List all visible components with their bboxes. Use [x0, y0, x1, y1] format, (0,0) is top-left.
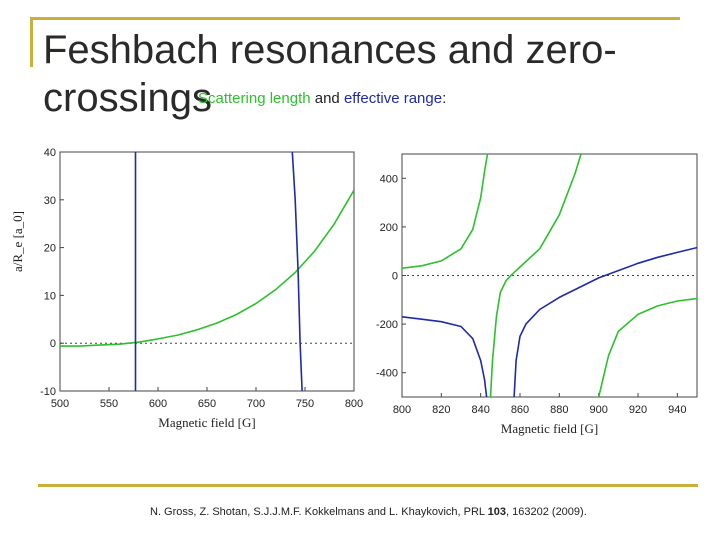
y-axis-label: a/R_e [a_0]: [10, 211, 25, 272]
subtitle: Scattering length and effective range:: [198, 90, 446, 107]
x-axis-label: Magnetic field [G]: [158, 415, 255, 430]
top-rule: [30, 17, 680, 20]
y-tick-label: 0: [50, 338, 56, 350]
x-tick-label: 920: [629, 404, 647, 416]
subtitle-scattering-length: Scattering length: [198, 90, 311, 107]
y-tick-label: 30: [44, 195, 56, 207]
series-line-green: [489, 154, 582, 397]
x-axis-label: Magnetic field [G]: [501, 421, 598, 436]
y-tick-label: 10: [44, 290, 56, 302]
y-tick-label: 200: [380, 222, 398, 234]
x-tick-label: 650: [198, 398, 216, 410]
plot-frame: [59, 151, 355, 392]
x-tick-label: 600: [149, 398, 167, 410]
x-tick-label: 500: [51, 398, 69, 410]
x-tick-label: 800: [345, 398, 363, 410]
page-title: Feshbach resonances and zero-crossings: [43, 28, 617, 120]
x-tick-label: 820: [432, 404, 450, 416]
x-tick-label: 800: [393, 404, 411, 416]
citation: N. Gross, Z. Shotan, S.J.J.M.F. Kokkelma…: [150, 506, 587, 518]
y-tick-label: -10: [40, 386, 56, 398]
x-tick-label: 550: [100, 398, 118, 410]
y-tick-label: 20: [44, 243, 56, 255]
series-line-green: [402, 154, 489, 269]
x-tick-label: 860: [511, 404, 529, 416]
right-chart: 800 820 840 860 880 900 920 940 -400 -200 0 200 400 M…: [365, 140, 710, 440]
x-tick-label: 940: [668, 404, 686, 416]
series-line-blue: [513, 246, 697, 397]
x-tick-label: 900: [589, 404, 607, 416]
citation-text: N. Gross, Z. Shotan, S.J.J.M.F. Kokkelma…: [150, 506, 488, 518]
subtitle-and: and: [310, 90, 344, 107]
left-chart-svg: 500 550 600 650 700 750 800 -10 0 10 20 30 40 Magneti…: [10, 147, 363, 430]
citation-pages: , 163202 (2009).: [506, 506, 587, 518]
y-tick-label: -400: [376, 368, 398, 380]
y-tick-label: 0: [392, 271, 398, 283]
series-line-green: [60, 189, 354, 347]
series-line-blue: [402, 316, 488, 397]
x-tick-label: 750: [296, 398, 314, 410]
subtitle-effective-range: effective range: [343, 90, 443, 107]
x-tick-label: 700: [247, 398, 265, 410]
y-tick-label: 400: [380, 173, 398, 185]
right-chart-svg: 800 820 840 860 880 900 920 940 -400 -200 0 200 400 M…: [376, 153, 698, 436]
citation-volume: 103: [487, 506, 507, 518]
left-chart: 500 550 600 650 700 750 800 -10 0 10 20 30 40 Magneti…: [0, 135, 365, 445]
bottom-rule: [38, 484, 698, 487]
series-line-blue: [291, 152, 303, 391]
series-line-green: [597, 297, 697, 397]
y-tick-label: -200: [376, 319, 398, 331]
y-tick-label: 40: [44, 147, 56, 159]
left-rule: [30, 17, 33, 67]
x-tick-label: 880: [550, 404, 568, 416]
subtitle-colon: :: [442, 90, 447, 107]
x-tick-label: 840: [471, 404, 489, 416]
